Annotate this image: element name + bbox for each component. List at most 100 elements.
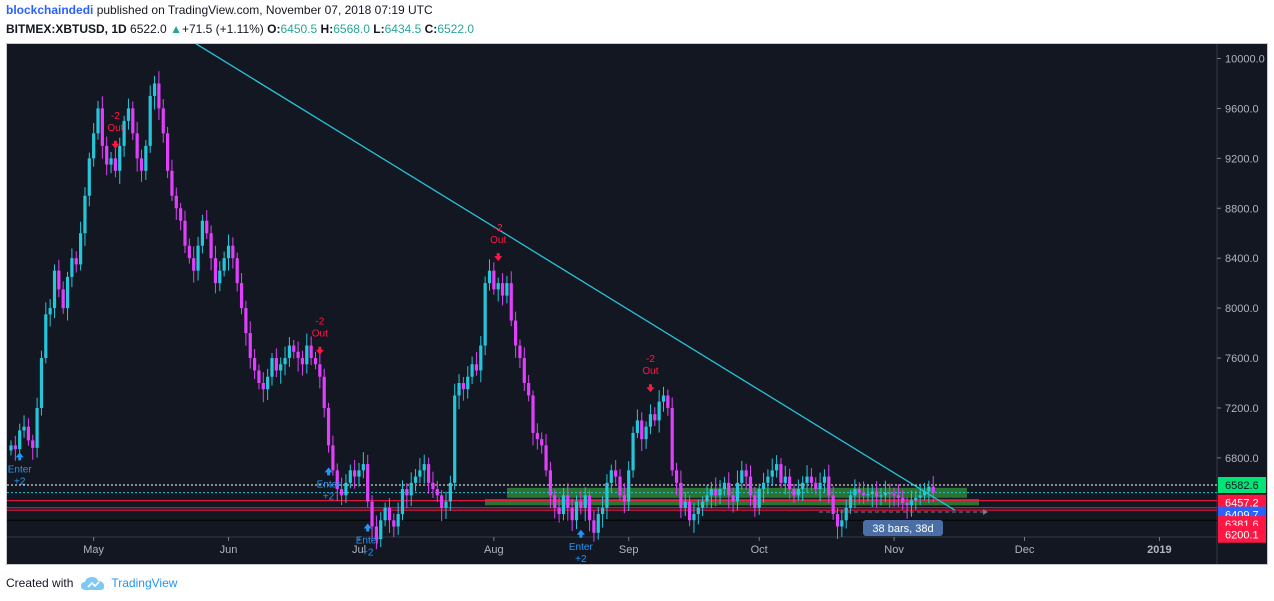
candle-body [296,351,300,359]
candle-body [587,495,592,521]
candle-body [470,364,474,377]
candle-body [361,464,365,471]
candle-body [627,470,631,502]
candle-body [461,382,465,390]
candle-body [840,520,844,527]
signal-label-out: Out [312,329,328,340]
candle-body [540,439,544,446]
range-badge [863,520,943,536]
candle-body [644,426,648,440]
candle-body [731,495,735,502]
tradingview-link[interactable]: TradingView [111,576,178,590]
candle-body [161,108,165,134]
out-arrow-icon [111,140,120,149]
published-text: published on TradingView.com, November 0… [96,3,433,17]
candle-body [283,358,287,365]
candle-body [144,145,148,171]
range-label: 38 bars, 38d [872,523,933,535]
signal-label-amount: -2 [315,317,324,328]
candle-body [496,283,500,290]
candle-body [48,308,52,315]
close-value: 6522.0 [437,22,475,36]
up-arrow-icon: ▲ [170,22,182,36]
candle-body [679,482,683,508]
candle-body [788,476,792,490]
y-tick-label: 7600.0 [1225,353,1259,365]
candle-body [740,470,744,483]
candle-body [775,464,779,471]
candle-body [413,476,418,483]
candle-body [200,220,204,246]
candle-body [553,495,557,508]
out-arrow-icon [494,253,503,262]
candle-body [105,145,109,165]
candle-body [748,476,753,496]
candle-body [70,258,74,277]
candle-body [914,497,918,501]
candle-body [744,470,748,477]
candle-body [18,430,22,450]
close-label: C: [424,22,438,36]
candle-body [192,258,196,271]
candle-body [666,395,670,408]
candle-body [326,407,331,446]
candle-body [305,345,309,365]
candle-body [618,476,622,496]
candle-body [514,320,518,346]
signal-label-enter: Enter [317,479,342,490]
candle-body [688,501,692,521]
candle-body [818,482,822,490]
candle-body [100,108,104,146]
low-label: L: [373,22,385,36]
x-tick-label: Sep [619,544,639,556]
candle-body [862,492,866,496]
signal-label-out: Out [642,366,658,377]
signal-label-amount: +2 [575,554,587,564]
candle-body [174,195,178,209]
price-chart[interactable]: 10000.0 9600.0 9200.0 8800.0 8400.0 8000.0 760… [7,44,1267,564]
candle-body [396,514,400,527]
candle-body [253,358,257,371]
candle-body [622,495,626,502]
candle-body [853,489,857,496]
candle-body [761,482,766,490]
candle-body [896,495,900,498]
candle-body [187,245,191,259]
candle-body [753,495,757,508]
candle-body [13,445,17,450]
candle-body [579,501,583,508]
x-tick-label: 2019 [1147,544,1171,556]
candle-body [635,420,639,433]
signal-label-amount: +2 [362,548,374,559]
signal-label-amount: -2 [646,354,655,365]
candle-body [231,245,235,259]
candle-body [131,108,135,134]
candle-body [905,502,909,506]
candle-body [435,489,439,496]
created-with-text: Created with [6,576,74,590]
candle-body [357,470,361,477]
candle-body [674,470,679,483]
candle-body [561,495,566,515]
candle-body [648,414,653,427]
candle-body [583,495,587,508]
candle-body [374,526,378,539]
candle-body [683,501,687,508]
candle-body [226,245,231,259]
author-link[interactable]: blockchaindedi [6,3,94,17]
signal-label-amount: -2 [494,223,503,234]
candle-body [487,270,492,284]
candle-body [353,470,357,477]
candle-body [96,108,100,134]
publish-info: blockchaindedi published on TradingView.… [6,3,433,17]
candle-body [440,495,444,508]
x-tick-label: Aug [484,544,504,556]
price-label-text: 6200.1 [1225,530,1259,542]
candle-body [274,358,278,371]
y-tick-label: 8800.0 [1225,203,1259,215]
high-label: H: [320,22,334,36]
candle-body [696,507,700,515]
candle-body [135,133,139,159]
candle-body [709,489,713,496]
candle-body [883,492,887,496]
